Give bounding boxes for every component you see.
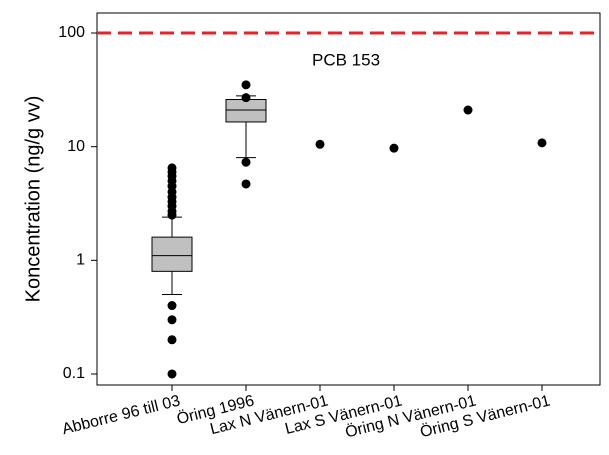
outlier bbox=[241, 80, 251, 90]
x-tick-label: Abborre 96 till 03 bbox=[61, 392, 183, 438]
y-tick-label: 1 bbox=[76, 252, 85, 269]
outlier bbox=[241, 93, 251, 103]
y-tick-label: 10 bbox=[67, 138, 85, 155]
point bbox=[315, 139, 325, 149]
plot-frame bbox=[96, 12, 601, 386]
point bbox=[389, 143, 399, 153]
outlier bbox=[241, 179, 251, 189]
outlier bbox=[167, 301, 177, 311]
y-tick-label: 100 bbox=[58, 24, 85, 41]
point bbox=[537, 138, 547, 148]
outlier bbox=[167, 369, 177, 379]
outlier bbox=[167, 315, 177, 325]
box bbox=[225, 99, 267, 123]
annotation: PCB 153 bbox=[312, 50, 380, 69]
point bbox=[463, 105, 473, 115]
y-axis-label: Koncentration (ng/g vv) bbox=[22, 96, 44, 303]
box bbox=[151, 236, 193, 272]
outlier bbox=[167, 163, 177, 173]
outlier bbox=[241, 157, 251, 167]
y-tick-label: 0.1 bbox=[63, 365, 85, 382]
outlier bbox=[167, 335, 177, 345]
